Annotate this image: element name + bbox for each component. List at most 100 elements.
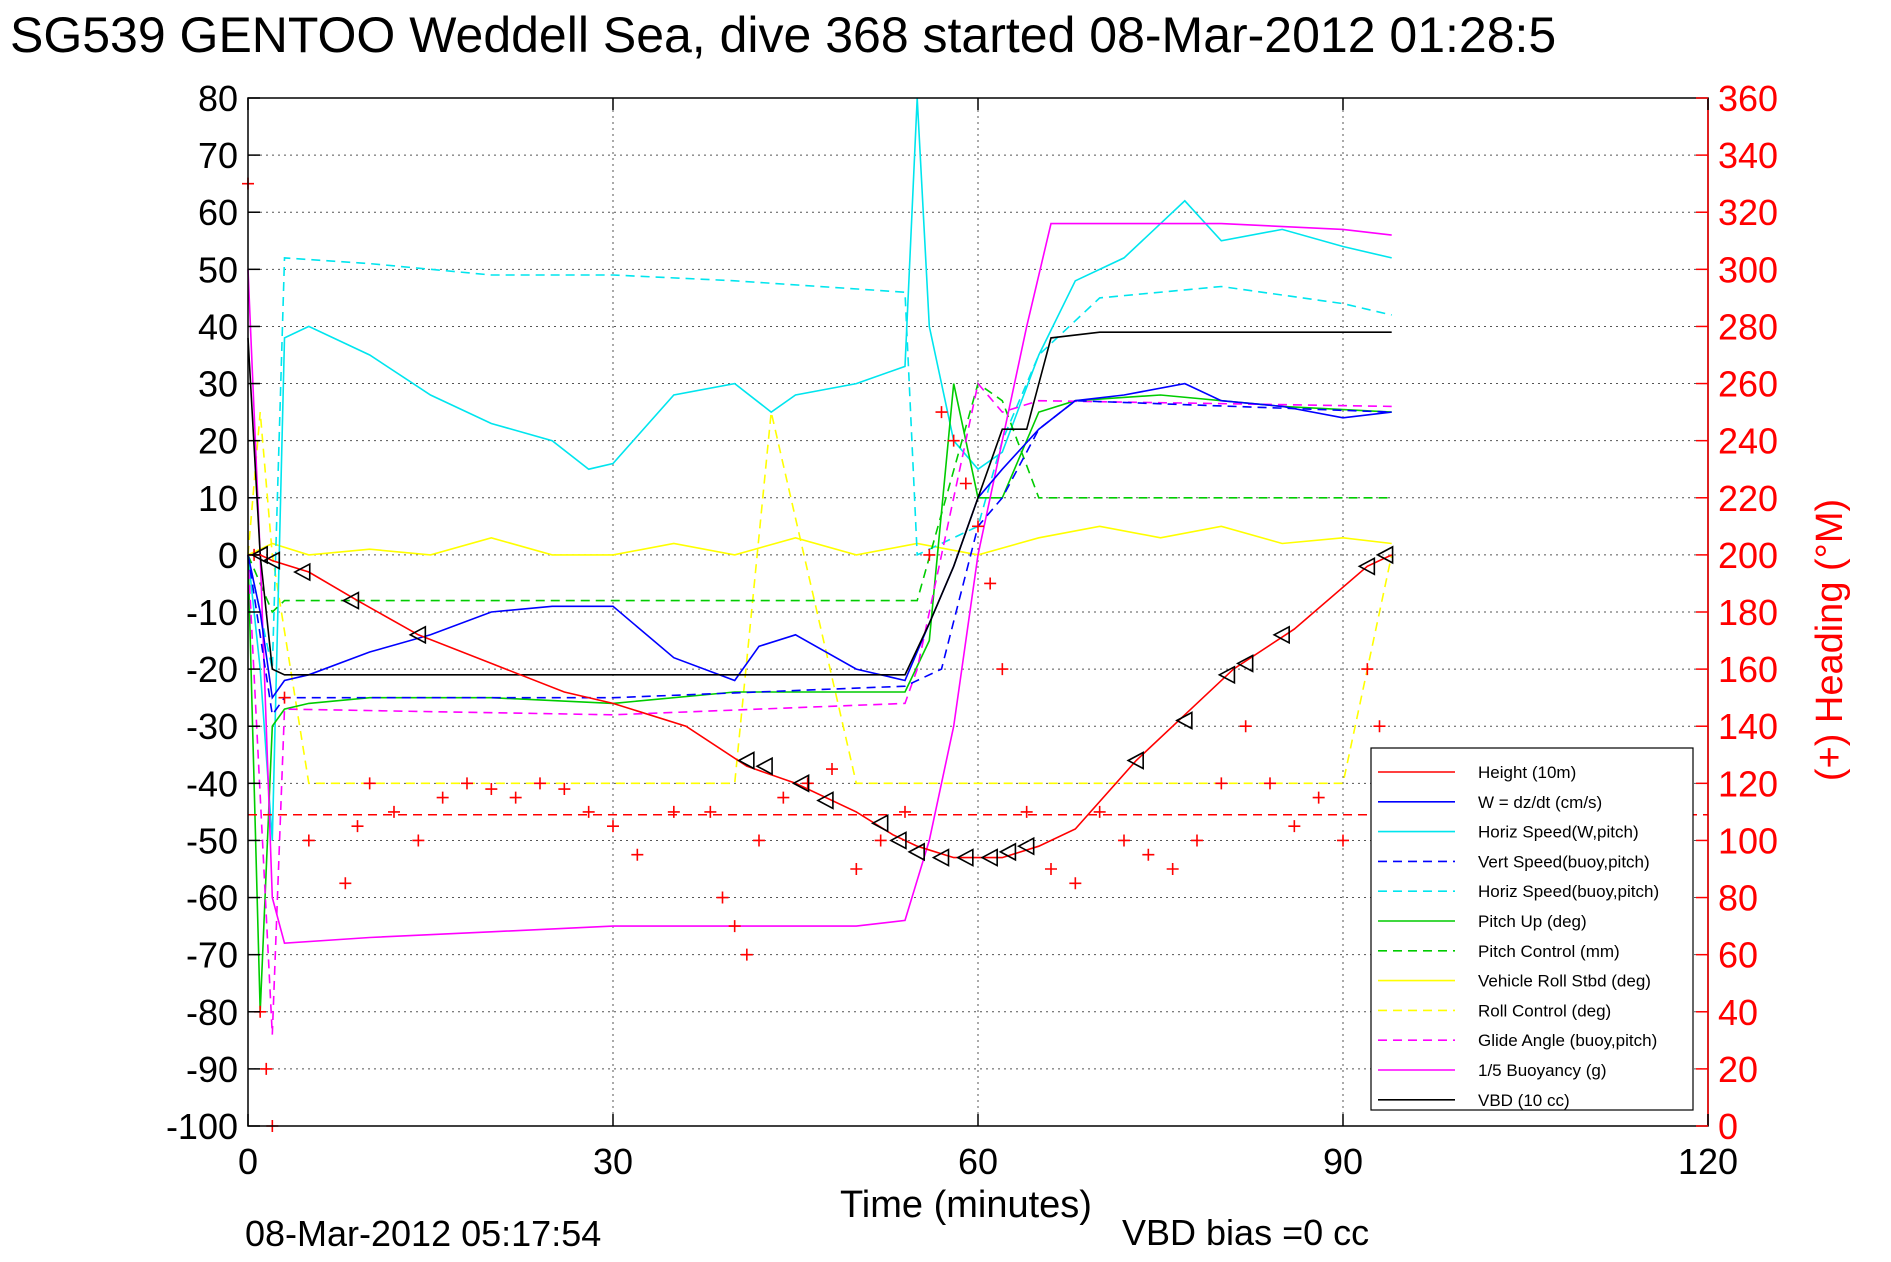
vbd-bias-footer: VBD bias =0 cc xyxy=(1122,1212,1369,1253)
legend-label: Glide Angle (buoy,pitch) xyxy=(1478,1031,1657,1050)
y-tick-label-right: 160 xyxy=(1718,649,1778,690)
heading-point xyxy=(558,783,571,796)
heading-point xyxy=(1093,805,1106,818)
legend-label: 1/5 Buoyancy (g) xyxy=(1478,1061,1607,1080)
triangle-marker xyxy=(293,562,311,582)
heading-point xyxy=(607,820,619,833)
x-axis-label: Time (minutes) xyxy=(840,1184,1092,1226)
y-tick-label-right: 260 xyxy=(1718,364,1778,405)
y-tick-label: -40 xyxy=(186,763,238,804)
y-tick-label-right: 20 xyxy=(1718,1049,1758,1090)
y-tick-label-right: 200 xyxy=(1718,535,1778,576)
triangle-marker xyxy=(1016,836,1035,856)
heading-point xyxy=(631,848,644,861)
y-tick-label: 30 xyxy=(198,364,238,405)
y-tick-label: 50 xyxy=(198,249,238,290)
y-tick-label: -10 xyxy=(186,592,238,633)
series-line-9 xyxy=(247,381,1392,1035)
triangle-marker xyxy=(956,848,974,867)
heading-point xyxy=(1215,777,1228,790)
heading-point xyxy=(874,834,887,847)
y-tick-label: -20 xyxy=(186,649,238,690)
x-tick-label: 90 xyxy=(1323,1141,1363,1182)
triangle-marker xyxy=(889,831,907,850)
series-group xyxy=(247,97,1393,1035)
heading-point xyxy=(1069,877,1082,890)
heading-point xyxy=(1312,791,1325,804)
series-line-1 xyxy=(247,382,1392,700)
y-tick-label-right: 320 xyxy=(1718,192,1778,233)
y-tick-label-right: 180 xyxy=(1718,592,1778,633)
heading-point xyxy=(1118,834,1130,847)
heading-point xyxy=(899,805,911,818)
triangle-marker xyxy=(1375,545,1394,565)
heading-point xyxy=(923,548,936,561)
y-tick-label: 20 xyxy=(198,421,238,462)
triangle-marker xyxy=(1235,654,1254,673)
heading-point xyxy=(972,520,984,533)
triangle-marker xyxy=(791,773,810,793)
triangle-marker xyxy=(1357,556,1376,576)
heading-point xyxy=(716,891,729,904)
heading-point xyxy=(260,1062,273,1075)
series-line-2 xyxy=(247,97,1392,841)
triangle-marker xyxy=(870,813,889,833)
series-line-0 xyxy=(248,554,1393,859)
heading-point xyxy=(351,820,364,833)
heading-point xyxy=(1045,863,1057,875)
y-ticks-right: 3603403203002802602402202001801601401201… xyxy=(1696,78,1778,1147)
heading-point xyxy=(412,834,425,847)
triangle-marker xyxy=(980,848,998,867)
heading-point xyxy=(947,434,960,447)
triangle-markers xyxy=(250,545,1394,867)
y-tick-label: 60 xyxy=(198,192,238,233)
x-tick-label: 120 xyxy=(1678,1141,1738,1182)
heading-point xyxy=(1191,834,1203,847)
heading-point xyxy=(1020,805,1033,818)
heading-point xyxy=(935,406,948,419)
legend-label: Vehicle Roll Stbd (deg) xyxy=(1478,972,1651,991)
heading-point xyxy=(339,877,352,890)
triangle-marker xyxy=(1175,711,1193,730)
heading-point xyxy=(1288,820,1301,833)
heading-point xyxy=(582,805,595,818)
x-ticks: 0 30 60 90 120 xyxy=(238,98,1738,1182)
legend-label: VBD (10 cc) xyxy=(1478,1091,1570,1110)
triangle-marker xyxy=(1272,625,1290,645)
y-tick-label-right: 220 xyxy=(1718,478,1778,519)
y-tick-label: -90 xyxy=(186,1049,238,1090)
triangle-marker xyxy=(755,756,773,776)
y-tick-label: -50 xyxy=(186,820,238,861)
y-axis-label-right: (+) Heading (°M) xyxy=(1809,499,1851,781)
y-tick-label-right: 100 xyxy=(1718,820,1778,861)
heading-point xyxy=(436,791,449,804)
legend-label: Roll Control (deg) xyxy=(1478,1001,1611,1020)
heading-point xyxy=(740,948,753,961)
y-tick-label-right: 240 xyxy=(1718,421,1778,462)
triangle-marker xyxy=(907,842,925,862)
heading-point xyxy=(534,777,546,790)
triangle-marker xyxy=(1126,751,1144,770)
heading-point xyxy=(363,777,376,790)
heading-point xyxy=(777,791,790,804)
legend: Height (10m) W = dz/dt (cm/s) Horiz Speed(… xyxy=(1370,747,1694,1111)
legend-label: Pitch Up (deg) xyxy=(1478,912,1587,931)
y-tick-label: 80 xyxy=(198,78,238,119)
series-line-4 xyxy=(247,257,1392,670)
series-line-10 xyxy=(247,222,1392,945)
y-tick-label: 10 xyxy=(198,478,238,519)
legend-label: Height (10m) xyxy=(1478,763,1576,782)
y-ticks: 80 70 60 50 40 30 20 10 0 -10 -20 -30 -40 -50 -60 -70 -8… xyxy=(166,78,260,1147)
legend-label: Horiz Speed(W,pitch) xyxy=(1478,823,1639,842)
y-tick-label: -30 xyxy=(186,706,238,747)
series-line-8 xyxy=(247,411,1393,785)
y-tick-label: -80 xyxy=(186,992,238,1033)
heading-point xyxy=(388,805,400,818)
heading-point xyxy=(1361,663,1374,676)
triangle-marker xyxy=(931,848,950,867)
x-tick-label: 30 xyxy=(593,1141,633,1182)
y-tick-label-right: 340 xyxy=(1718,135,1778,176)
y-tick-label-right: 60 xyxy=(1718,935,1758,976)
triangle-marker xyxy=(1217,665,1236,685)
